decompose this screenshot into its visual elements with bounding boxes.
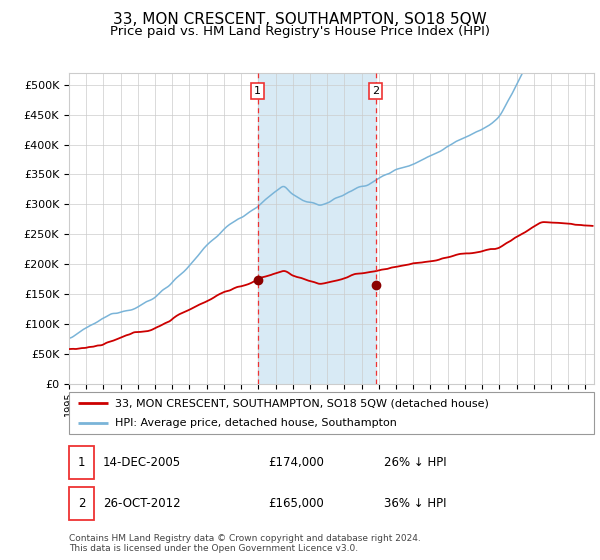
Text: £174,000: £174,000 [269, 456, 325, 469]
Text: 33, MON CRESCENT, SOUTHAMPTON, SO18 5QW: 33, MON CRESCENT, SOUTHAMPTON, SO18 5QW [113, 12, 487, 27]
Text: 26% ↓ HPI: 26% ↓ HPI [384, 456, 446, 469]
Text: 1: 1 [254, 86, 261, 96]
Text: 2: 2 [78, 497, 85, 510]
Text: Contains HM Land Registry data © Crown copyright and database right 2024.
This d: Contains HM Land Registry data © Crown c… [69, 534, 421, 553]
FancyBboxPatch shape [69, 446, 94, 479]
Text: 36% ↓ HPI: 36% ↓ HPI [384, 497, 446, 510]
Text: HPI: Average price, detached house, Southampton: HPI: Average price, detached house, Sout… [115, 418, 397, 428]
Text: 14-DEC-2005: 14-DEC-2005 [103, 456, 181, 469]
FancyBboxPatch shape [69, 487, 94, 520]
FancyBboxPatch shape [69, 392, 594, 434]
Text: £165,000: £165,000 [269, 497, 324, 510]
Text: 1: 1 [78, 456, 85, 469]
Text: 33, MON CRESCENT, SOUTHAMPTON, SO18 5QW (detached house): 33, MON CRESCENT, SOUTHAMPTON, SO18 5QW … [115, 398, 489, 408]
Text: 2: 2 [372, 86, 379, 96]
Bar [257, 73, 376, 384]
Text: Price paid vs. HM Land Registry's House Price Index (HPI): Price paid vs. HM Land Registry's House … [110, 25, 490, 38]
Text: 26-OCT-2012: 26-OCT-2012 [103, 497, 181, 510]
